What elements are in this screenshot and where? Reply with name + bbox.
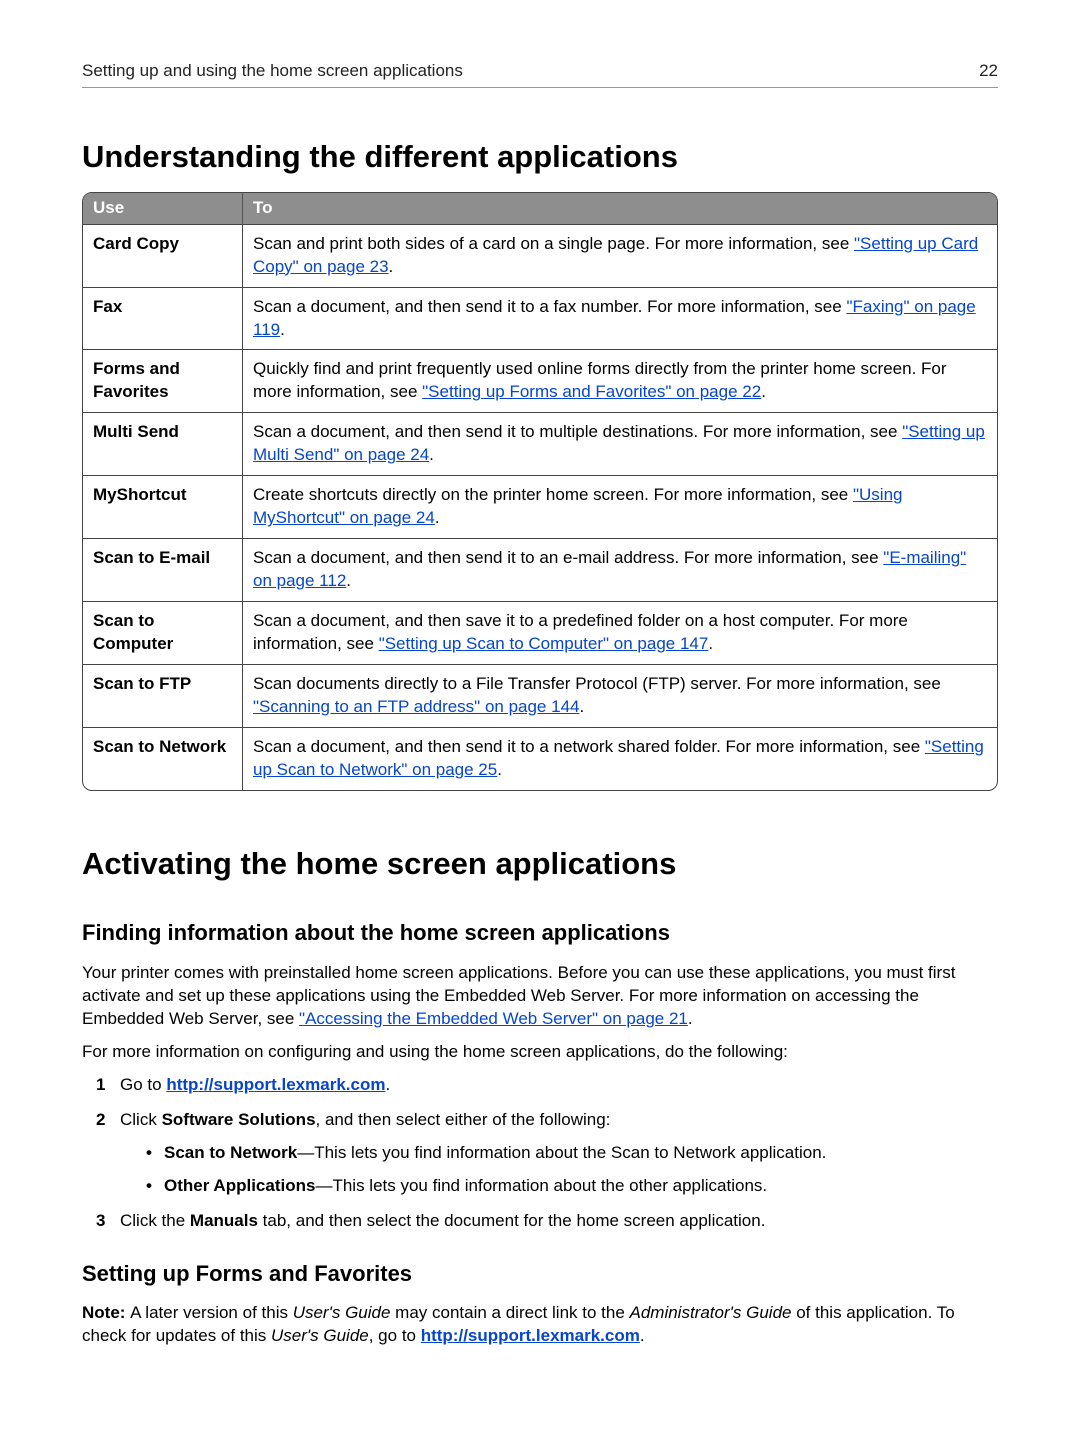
use-cell: Scan to FTP	[83, 664, 243, 727]
table-row: MyShortcut Create shortcuts directly on t…	[83, 475, 997, 538]
table-row: Scan to FTP Scan documents directly to a …	[83, 664, 997, 727]
step-3-pre: Click the	[120, 1211, 190, 1230]
row-post: .	[579, 697, 584, 716]
note-label: Note:	[82, 1303, 130, 1322]
finding-paragraph: Your printer comes with preinstalled hom…	[82, 962, 998, 1031]
use-cell: Fax	[83, 287, 243, 350]
row-post: .	[708, 634, 713, 653]
row-pre: Scan a document, and then send it to a f…	[253, 297, 846, 316]
use-cell: MyShortcut	[83, 475, 243, 538]
use-cell: Scan to Computer	[83, 601, 243, 664]
note-i3: User's Guide	[271, 1326, 369, 1345]
col-to: To	[243, 193, 997, 224]
note-i2: Administrator's Guide	[630, 1303, 792, 1322]
row-post: .	[429, 445, 434, 464]
step-2: Click Software Solutions, and then selec…	[96, 1109, 998, 1198]
heading-finding-info: Finding information about the home scree…	[82, 918, 998, 948]
use-cell: Scan to E-mail	[83, 538, 243, 601]
step-2-bullets: Scan to Network—This lets you find infor…	[146, 1142, 998, 1198]
row-pre: Scan a document, and then send it to mul…	[253, 422, 902, 441]
row-pre: Scan and print both sides of a card on a…	[253, 234, 854, 253]
table-row: Fax Scan a document, and then send it to …	[83, 287, 997, 350]
header-title: Setting up and using the home screen app…	[82, 60, 463, 83]
row-pre: Scan a document, and then send it to a n…	[253, 737, 925, 756]
b1-rest: —This lets you find information about th…	[297, 1143, 826, 1162]
heading-activating: Activating the home screen applications	[82, 843, 998, 885]
step-1: Go to http://support.lexmark.com.	[96, 1074, 998, 1097]
heading-understanding: Understanding the different applications	[82, 136, 998, 178]
table-row: Scan to ComputerScan a document, and the…	[83, 601, 997, 664]
step-3-post: tab, and then select the document for th…	[258, 1211, 766, 1230]
step-3: Click the Manuals tab, and then select t…	[96, 1210, 998, 1233]
use-cell: Forms and Favorites	[83, 349, 243, 412]
note-t5: .	[640, 1326, 645, 1345]
step-3-bold: Manuals	[190, 1211, 258, 1230]
link-support-1[interactable]: http://support.lexmark.com	[166, 1075, 385, 1094]
step-1-pre: Go to	[120, 1075, 166, 1094]
b2-bold: Other Applications	[164, 1176, 315, 1195]
row-post: .	[435, 508, 440, 527]
to-cell: Create shortcuts directly on the printer…	[243, 475, 997, 538]
table-row: Forms and FavoritesQuickly find and prin…	[83, 349, 997, 412]
bullet-other-applications: Other Applications—This lets you find in…	[146, 1175, 998, 1198]
link-accessing-ews[interactable]: "Accessing the Embedded Web Server" on p…	[299, 1009, 688, 1028]
finding-post: .	[688, 1009, 693, 1028]
bullet-scan-to-network: Scan to Network—This lets you find infor…	[146, 1142, 998, 1165]
row-pre: Create shortcuts directly on the printer…	[253, 485, 853, 504]
to-cell: Scan a document, and then send it to mul…	[243, 412, 997, 475]
step-2-pre: Click	[120, 1110, 162, 1129]
row-link[interactable]: "Setting up Scan to Computer" on page 14…	[379, 634, 709, 653]
step-2-post: , and then select either of the followin…	[316, 1110, 611, 1129]
row-post: .	[761, 382, 766, 401]
table-row: Scan to E-mail Scan a document, and then …	[83, 538, 997, 601]
to-cell: Scan a document, and then send it to an …	[243, 538, 997, 601]
step-1-post: .	[385, 1075, 390, 1094]
row-post: .	[280, 320, 285, 339]
row-link[interactable]: "Scanning to an FTP address" on page 144	[253, 697, 579, 716]
to-cell: Scan documents directly to a File Transf…	[243, 664, 997, 727]
to-cell: Scan a document, and then save it to a p…	[243, 601, 997, 664]
step-2-bold: Software Solutions	[162, 1110, 316, 1129]
b2-rest: —This lets you find information about th…	[315, 1176, 767, 1195]
note-t4: , go to	[369, 1326, 421, 1345]
note-i1: User's Guide	[293, 1303, 391, 1322]
table-row: Card Copy Scan and print both sides of a …	[83, 224, 997, 287]
steps-list: Go to http://support.lexmark.com. Click …	[96, 1074, 998, 1233]
note-t1: A later version of this	[130, 1303, 293, 1322]
use-cell: Scan to Network	[83, 727, 243, 790]
use-cell: Multi Send	[83, 412, 243, 475]
header-page-number: 22	[979, 60, 998, 83]
link-support-2[interactable]: http://support.lexmark.com	[421, 1326, 640, 1345]
note-t2: may contain a direct link to the	[390, 1303, 629, 1322]
use-cell: Card Copy	[83, 224, 243, 287]
to-cell: Scan a document, and then send it to a n…	[243, 727, 997, 790]
row-post: .	[497, 760, 502, 779]
row-link[interactable]: "Setting up Forms and Favorites" on page…	[422, 382, 761, 401]
note-paragraph: Note: A later version of this User's Gui…	[82, 1302, 998, 1348]
page-header: Setting up and using the home screen app…	[82, 60, 998, 88]
row-post: .	[346, 571, 351, 590]
table-row: Scan to Network Scan a document, and then…	[83, 727, 997, 790]
finding-more: For more information on configuring and …	[82, 1041, 998, 1064]
table-row: Multi Send Scan a document, and then send…	[83, 412, 997, 475]
to-cell: Scan and print both sides of a card on a…	[243, 224, 997, 287]
heading-setting-up-forms: Setting up Forms and Favorites	[82, 1259, 998, 1289]
col-use: Use	[83, 193, 243, 224]
row-pre: Scan a document, and then send it to an …	[253, 548, 883, 567]
applications-table: Use To Card Copy Scan and print both side…	[82, 192, 998, 791]
b1-bold: Scan to Network	[164, 1143, 297, 1162]
to-cell: Scan a document, and then send it to a f…	[243, 287, 997, 350]
to-cell: Quickly find and print frequently used o…	[243, 349, 997, 412]
row-pre: Scan documents directly to a File Transf…	[253, 674, 941, 693]
row-post: .	[389, 257, 394, 276]
